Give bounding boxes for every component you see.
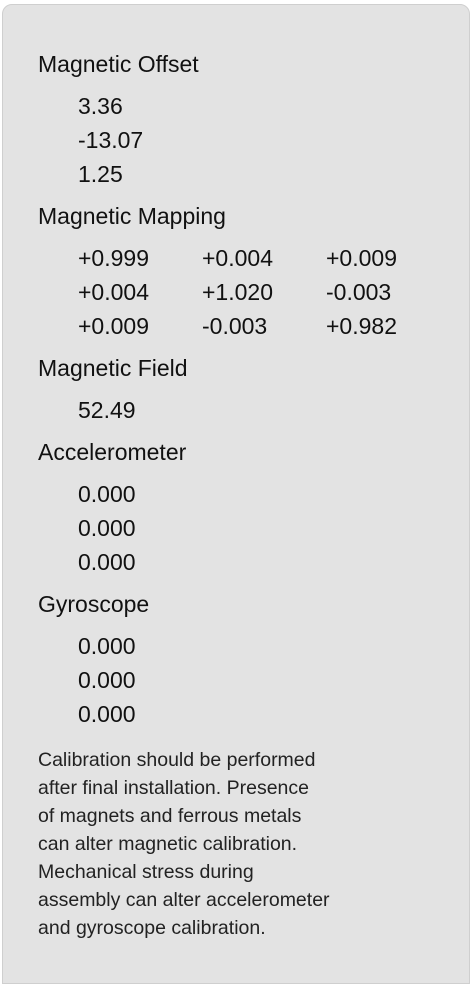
accelerometer-z: 0.000 — [78, 549, 136, 575]
note-line: Calibration should be performed — [38, 749, 316, 771]
mapping-cell-r3-c2: -0.003 — [202, 313, 268, 339]
gyroscope-y: 0.000 — [78, 667, 136, 693]
mapping-cell-r1-c1: +0.999 — [78, 245, 149, 271]
gyroscope-z: 0.000 — [78, 701, 136, 727]
note-line: assembly can alter accelerometer — [38, 889, 330, 911]
note-line: and gyroscope calibration. — [38, 917, 266, 939]
magnetic-offset-x: 3.36 — [78, 93, 123, 119]
mapping-cell-r1-c2: +0.004 — [202, 245, 273, 271]
mapping-cell-r2-c2: +1.020 — [202, 279, 273, 305]
magnetic-offset-heading: Magnetic Offset — [38, 51, 199, 77]
calibration-note: Calibration should be performed after fi… — [38, 746, 438, 942]
accelerometer-x: 0.000 — [78, 481, 136, 507]
note-line: Mechanical stress during — [38, 861, 254, 883]
note-line: can alter magnetic calibration. — [38, 833, 298, 855]
mapping-cell-r3-c3: +0.982 — [326, 313, 397, 339]
magnetic-field-value: 52.49 — [78, 397, 136, 423]
magnetic-mapping-heading: Magnetic Mapping — [38, 203, 226, 229]
magnetic-field-heading: Magnetic Field — [38, 355, 188, 381]
accelerometer-heading: Accelerometer — [38, 439, 187, 465]
mapping-cell-r1-c3: +0.009 — [326, 245, 397, 271]
mapping-cell-r2-c3: -0.003 — [326, 279, 392, 305]
mapping-cell-r2-c1: +0.004 — [78, 279, 149, 305]
magnetic-offset-z: 1.25 — [78, 161, 123, 187]
accelerometer-y: 0.000 — [78, 515, 136, 541]
magnetic-offset-y: -13.07 — [78, 127, 144, 153]
note-line: after final installation. Presence — [38, 777, 309, 799]
mapping-cell-r3-c1: +0.009 — [78, 313, 149, 339]
calibration-panel: Magnetic Offset 3.36 -13.07 1.25 Magneti… — [2, 4, 470, 984]
note-line: of magnets and ferrous metals — [38, 805, 302, 827]
gyroscope-x: 0.000 — [78, 633, 136, 659]
gyroscope-heading: Gyroscope — [38, 591, 150, 617]
